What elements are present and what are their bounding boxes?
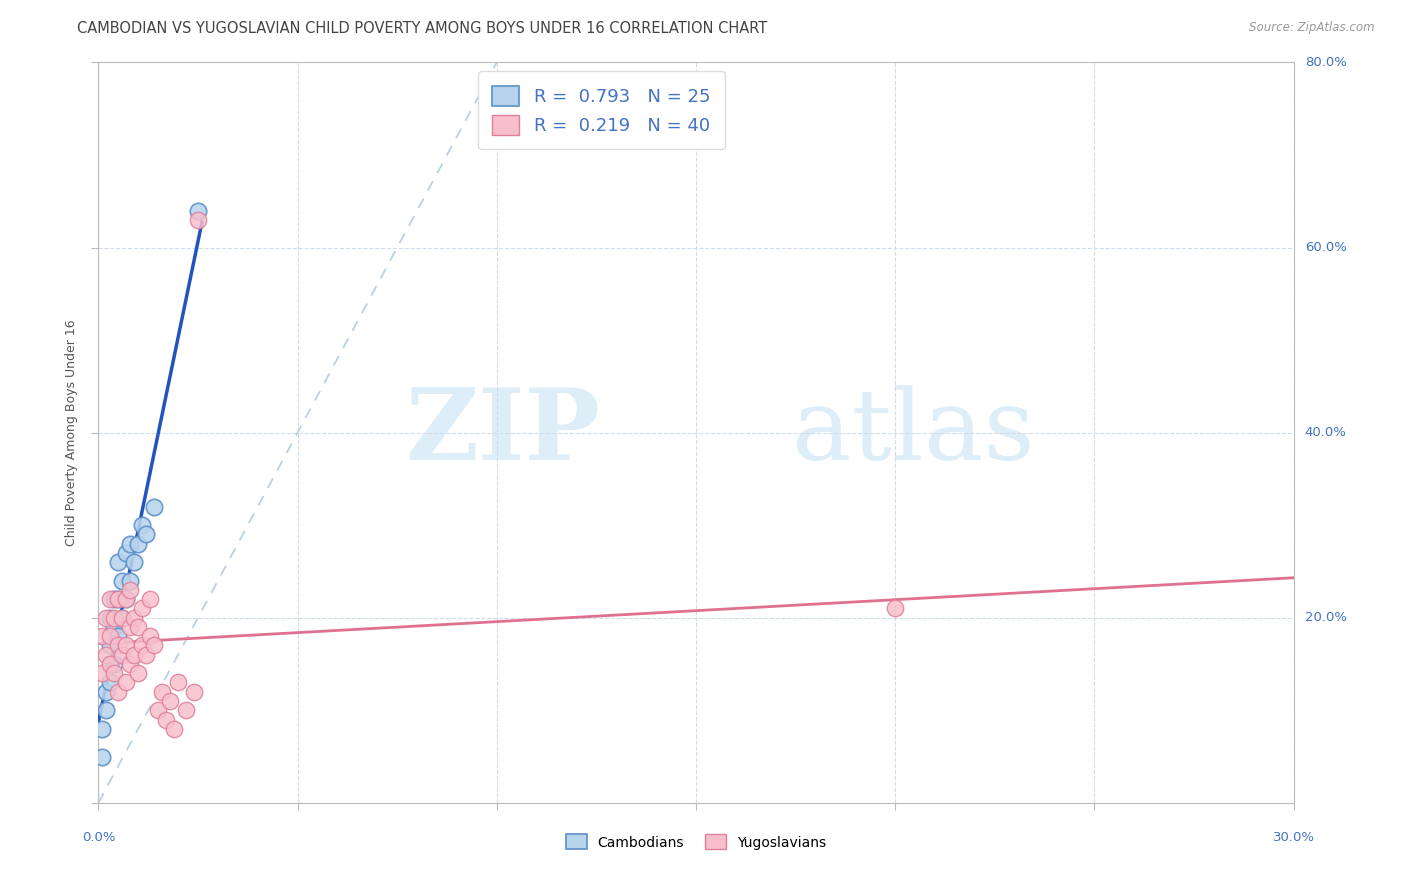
Point <box>124 555 146 569</box>
Point <box>135 527 157 541</box>
Point <box>107 629 129 643</box>
Point <box>103 610 125 624</box>
Text: 30.0%: 30.0% <box>1272 830 1315 844</box>
Point <box>167 675 190 690</box>
Point <box>98 629 122 643</box>
Point <box>131 518 153 533</box>
Point <box>103 592 125 607</box>
Point <box>183 685 205 699</box>
Point <box>98 592 122 607</box>
Point <box>148 703 170 717</box>
Point <box>127 620 149 634</box>
Point <box>115 639 138 653</box>
Point <box>159 694 181 708</box>
Point <box>131 639 153 653</box>
Point <box>96 703 118 717</box>
Point <box>91 749 114 764</box>
Point <box>103 657 125 671</box>
Point <box>103 666 125 681</box>
Point <box>120 582 142 597</box>
Text: Source: ZipAtlas.com: Source: ZipAtlas.com <box>1250 21 1375 34</box>
Point <box>150 685 173 699</box>
Point <box>187 203 209 218</box>
Point <box>120 574 142 588</box>
Point <box>120 536 142 550</box>
Point <box>107 592 129 607</box>
Text: ZIP: ZIP <box>405 384 600 481</box>
Point <box>111 648 134 662</box>
Point <box>115 592 138 607</box>
Point <box>143 639 166 653</box>
Point <box>115 592 138 607</box>
Point <box>91 629 114 643</box>
Point <box>174 703 197 717</box>
Point <box>98 657 122 671</box>
Point <box>98 675 122 690</box>
Point <box>139 629 162 643</box>
Point <box>120 657 142 671</box>
Point <box>115 675 138 690</box>
Text: 60.0%: 60.0% <box>1305 241 1347 254</box>
Legend: Cambodians, Yugoslavians: Cambodians, Yugoslavians <box>560 829 832 855</box>
Point <box>107 592 129 607</box>
Point <box>127 666 149 681</box>
Point <box>131 601 153 615</box>
Point <box>155 713 177 727</box>
Point <box>135 648 157 662</box>
Point <box>107 685 129 699</box>
Text: atlas: atlas <box>792 384 1035 481</box>
Point <box>115 546 138 560</box>
Point <box>96 648 118 662</box>
Point <box>111 610 134 624</box>
Text: 80.0%: 80.0% <box>1305 56 1347 69</box>
Point <box>127 536 149 550</box>
Point <box>163 722 186 736</box>
Text: 20.0%: 20.0% <box>1305 611 1347 624</box>
Point <box>96 610 118 624</box>
Point <box>143 500 166 514</box>
Point <box>124 648 146 662</box>
Point <box>107 639 129 653</box>
Point <box>91 722 114 736</box>
Point <box>111 574 134 588</box>
Point <box>139 592 162 607</box>
Point <box>98 610 122 624</box>
Point <box>884 601 907 615</box>
Point <box>91 666 114 681</box>
Point <box>107 555 129 569</box>
Point <box>111 610 134 624</box>
Text: CAMBODIAN VS YUGOSLAVIAN CHILD POVERTY AMONG BOYS UNDER 16 CORRELATION CHART: CAMBODIAN VS YUGOSLAVIAN CHILD POVERTY A… <box>77 21 768 36</box>
Text: 0.0%: 0.0% <box>82 830 115 844</box>
Point <box>96 685 118 699</box>
Y-axis label: Child Poverty Among Boys Under 16: Child Poverty Among Boys Under 16 <box>65 319 79 546</box>
Text: 40.0%: 40.0% <box>1305 426 1347 439</box>
Point <box>124 610 146 624</box>
Point <box>187 212 209 227</box>
Point <box>120 620 142 634</box>
Point <box>98 639 122 653</box>
Point <box>103 620 125 634</box>
